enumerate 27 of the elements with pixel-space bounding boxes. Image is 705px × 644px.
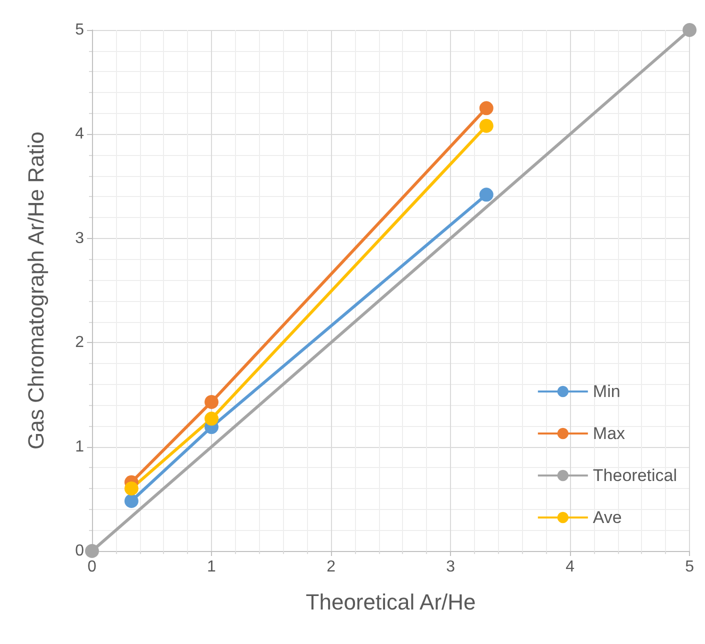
y-tick-label: 2: [75, 334, 84, 352]
y-tick-label: 5: [75, 22, 84, 38]
x-axis-title: Theoretical Ar/He: [306, 590, 476, 614]
point: [479, 101, 494, 116]
legend-label: Ave: [592, 508, 622, 527]
legend-label: Max: [592, 424, 626, 443]
x-tick-label: 3: [446, 558, 456, 576]
y-tick-label: 0: [75, 542, 84, 560]
point: [479, 188, 494, 202]
y-tick-label: 4: [75, 126, 84, 143]
point: [204, 394, 219, 409]
point: [682, 23, 697, 37]
y-tick-label: 3: [75, 230, 84, 247]
x-tick-label: 2: [326, 558, 336, 576]
point: [124, 481, 138, 496]
point: [124, 494, 138, 508]
point: [204, 412, 219, 426]
legend-label: Theoretical: [592, 466, 678, 485]
x-tick-label: 4: [566, 558, 575, 576]
legend-label: Min: [592, 382, 620, 401]
y-tick-label: 1: [75, 438, 84, 456]
point: [479, 118, 494, 133]
x-tick-label: 5: [685, 558, 694, 576]
x-tick-label: 0: [88, 558, 97, 576]
y-axis-title: Gas Chromatograph Ar/He Ratio: [24, 132, 48, 450]
point: [85, 544, 99, 558]
x-tick-label: 1: [207, 558, 216, 576]
